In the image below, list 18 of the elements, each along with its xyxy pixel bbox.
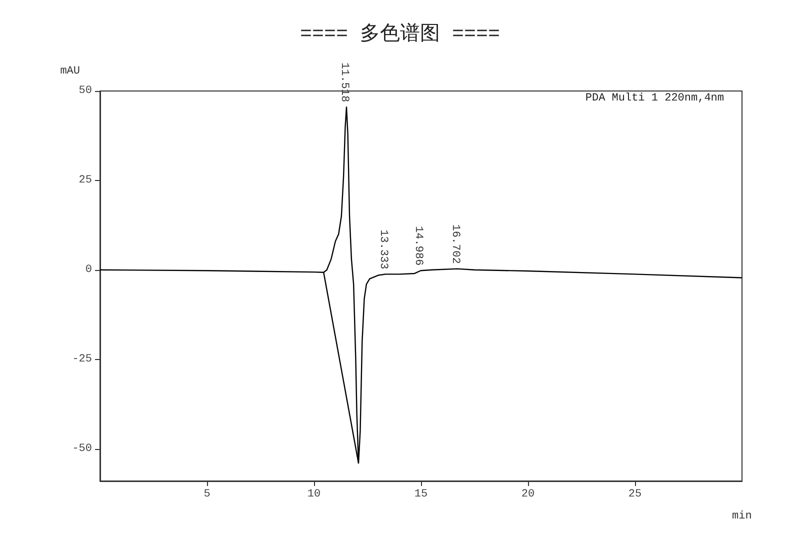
- y-tick-label: 25: [78, 174, 92, 186]
- x-tick-label: 15: [414, 488, 428, 500]
- y-tick-label: 50: [78, 85, 92, 97]
- annotation: 13.333: [376, 230, 389, 270]
- x-tick-label: 10: [307, 488, 321, 500]
- annotation: 11.518: [338, 62, 350, 102]
- x-axis-title: min: [732, 510, 752, 522]
- x-tick-label: 20: [521, 488, 535, 500]
- chart-title: ==== 多色谱图 ====: [300, 22, 500, 46]
- y-tick-label: -50: [72, 442, 92, 455]
- x-tick-label: 25: [628, 488, 642, 500]
- annotation: 16.702: [448, 224, 461, 264]
- y-tick-label: 0: [85, 264, 92, 276]
- annotation: PDA Multi 1 220nm,4nm: [585, 92, 724, 104]
- annotation: 14.986: [412, 226, 424, 266]
- y-tick-label: -25: [72, 353, 92, 366]
- x-tick-label: 5: [204, 488, 210, 500]
- y-axis-title: mAU: [60, 66, 80, 78]
